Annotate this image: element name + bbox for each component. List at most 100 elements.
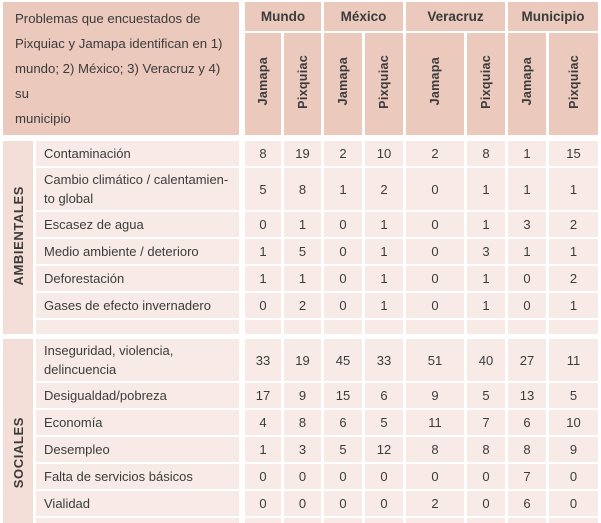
row-label: Desempleo: [36, 437, 239, 462]
value-cell: 10: [365, 137, 404, 166]
spacer-cell: [36, 320, 239, 334]
value-cell: 40: [467, 336, 506, 381]
value-cell: 19: [284, 336, 322, 381]
value-cell: 8: [467, 137, 506, 166]
value-cell: 0: [242, 518, 281, 523]
value-cell: 0: [549, 464, 599, 489]
value-cell: 0: [324, 464, 363, 489]
value-cell: 2: [549, 212, 599, 237]
table-row: Desigualdad/pobreza 17 9 15 6 9 5 13 5: [3, 383, 599, 408]
value-cell: 45: [324, 336, 363, 381]
table-row: AMBIENTALES Contaminación 8 19 2 10 2 8 1 15: [3, 137, 599, 334]
value-cell: 8: [508, 437, 547, 462]
table-row: Gases de efecto invernadero 0 2 0 1 0 1 0 1: [3, 293, 599, 318]
row-label: Medio ambiente / deterioro: [36, 239, 239, 264]
value-cell: 1: [242, 266, 281, 291]
value-cell: 5: [365, 410, 404, 435]
column-group-mexico: México: [324, 2, 404, 31]
section-label-ambientales: AMBIENTALES: [3, 137, 33, 334]
value-cell: 5: [284, 239, 322, 264]
value-cell: 1: [284, 212, 322, 237]
row-label: Deforestación: [36, 266, 239, 291]
row-label: Falta de servicios básicos: [36, 464, 239, 489]
value-cell: 0: [324, 266, 363, 291]
value-cell: 0: [365, 464, 404, 489]
value-cell: 1: [365, 239, 404, 264]
subcolumn-veracruz-jamapa: Jamapa: [406, 32, 465, 135]
value-cell: 1: [467, 293, 506, 318]
section-label-text: AMBIENTALES: [10, 186, 26, 286]
value-cell: 0: [467, 464, 506, 489]
value-cell: 0: [242, 491, 281, 516]
value-cell: 1: [324, 168, 363, 210]
value-cell: 7: [508, 464, 547, 489]
value-cell: 2: [284, 293, 322, 318]
subcolumn-label: Pixquiac: [479, 54, 494, 109]
value-cell: 0: [242, 212, 281, 237]
value-cell: 13: [508, 383, 547, 408]
subcolumn-mexico-jamapa: Jamapa: [324, 32, 363, 135]
value-cell: 0: [508, 293, 547, 318]
value-cell: 0: [284, 464, 322, 489]
table-row: Escasez de agua 0 1 0 1 0 1 3 2: [3, 212, 599, 237]
value-cell: 1: [549, 293, 599, 318]
value-cell: 15: [549, 137, 599, 166]
value-cell: 19: [284, 137, 322, 166]
value-cell: 4: [242, 410, 281, 435]
value-cell: 0: [406, 168, 465, 210]
group-header-row: Problemas que encuestados de Pixquiac y …: [3, 2, 599, 135]
value-cell: 2: [406, 137, 465, 166]
value-cell: 11: [406, 410, 465, 435]
value-cell: 2: [324, 137, 363, 166]
spacer-row: [3, 320, 599, 334]
value-cell: 8: [284, 168, 322, 210]
row-label: Desigualdad/pobreza: [36, 383, 239, 408]
value-cell: 6: [508, 491, 547, 516]
row-label: Inseguridad, violencia, delincuencia: [36, 336, 239, 381]
value-cell: 0: [549, 491, 599, 516]
table-row: Vialidad 0 0 0 0 2 0 6 0: [3, 491, 599, 516]
value-cell: 2: [365, 168, 404, 210]
value-cell: 1: [365, 212, 404, 237]
value-cell: 0: [549, 518, 599, 523]
section-label-text: SOCIALES: [10, 417, 26, 489]
column-group-veracruz: Veracruz: [406, 2, 506, 31]
value-cell: 1: [242, 239, 281, 264]
row-label: Cambio climático / calentamien- to globa…: [36, 168, 239, 210]
subcolumn-label: Jamapa: [520, 57, 535, 106]
table-row: SOCIALES Inseguridad, violencia, delincue…: [3, 336, 599, 523]
value-cell: 3: [467, 239, 506, 264]
value-cell: 0: [324, 239, 363, 264]
row-label: Escasez de agua: [36, 212, 239, 237]
row-label: Vialidad: [36, 491, 239, 516]
value-cell: 51: [406, 336, 465, 381]
subcolumn-veracruz-pixquiac: Pixquiac: [467, 32, 506, 135]
value-cell: 8: [467, 437, 506, 462]
spacer-cell: [406, 320, 465, 334]
column-group-mundo: Mundo: [242, 2, 322, 31]
value-cell: 1: [467, 168, 506, 210]
value-cell: 1: [508, 239, 547, 264]
subcolumn-label: Pixquiac: [566, 54, 581, 109]
value-cell: 1: [549, 239, 599, 264]
value-cell: 8: [284, 410, 322, 435]
value-cell: 0: [324, 491, 363, 516]
value-cell: 0: [467, 491, 506, 516]
value-cell: 5: [467, 383, 506, 408]
row-label: Contaminación: [36, 137, 239, 166]
value-cell: 1: [242, 437, 281, 462]
value-cell: 6: [324, 410, 363, 435]
table-row: Economía 4 8 6 5 11 7 6 10: [3, 410, 599, 435]
value-cell: 1: [467, 212, 506, 237]
value-cell: 9: [406, 383, 465, 408]
value-cell: 8: [242, 137, 281, 166]
spacer-cell: [324, 320, 363, 334]
value-cell: 27: [508, 336, 547, 381]
value-cell: 0: [324, 293, 363, 318]
subcolumn-mexico-pixquiac: Pixquiac: [365, 32, 404, 135]
value-cell: 1: [365, 293, 404, 318]
value-cell: 2: [406, 491, 465, 516]
table-caption: Problemas que encuestados de Pixquiac y …: [3, 2, 239, 135]
